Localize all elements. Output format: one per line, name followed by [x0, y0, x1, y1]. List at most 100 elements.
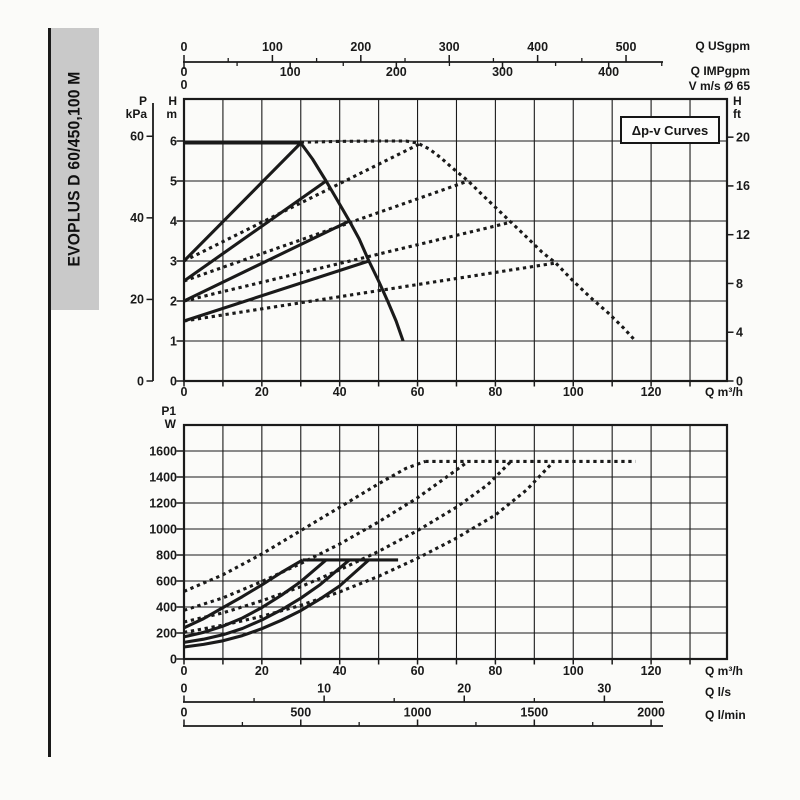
- ls-tick-label: 0: [181, 682, 188, 696]
- p1-tick-label: 800: [156, 548, 177, 562]
- x-tick-label: 40: [333, 385, 347, 399]
- impgpm-tick-label: 0: [181, 65, 188, 79]
- hm-axis: 0 1 2 3 4 5 6: [170, 134, 184, 388]
- series-dpv-3m-parallel: [183, 261, 556, 323]
- left-border-line: [48, 28, 51, 757]
- head-flow-frame: [182, 97, 729, 383]
- series-dpv-4m-single: [183, 219, 351, 303]
- gpm-ruler: 0 100 200 300 400 500 0 100 200 300 400 0: [181, 40, 663, 92]
- power-flow-frame: [182, 423, 729, 661]
- series-dpv-3m-single: [183, 259, 370, 323]
- p1-tick-label: 600: [156, 574, 177, 588]
- head-flow-x-axis: 0 20 40 60 80 100 120: [181, 381, 691, 399]
- q-m3h-bottom-label: Q m³/h: [705, 664, 743, 678]
- lmin-tick-label: 1500: [520, 706, 548, 720]
- impgpm-tick-label: 100: [280, 65, 301, 79]
- p1-tick-label: 1400: [149, 470, 177, 484]
- impgpm-tick-label: 300: [492, 65, 513, 79]
- lmin-tick-label: 0: [181, 706, 188, 720]
- impgpm-tick-label: 400: [598, 65, 619, 79]
- hm-tick-label: 6: [170, 134, 177, 148]
- usgpm-tick-label: 0: [181, 40, 188, 54]
- series-dpv-6m-single: [182, 141, 302, 263]
- hft-tick-label: 0: [736, 374, 743, 388]
- v-tick-label: 0: [181, 78, 188, 92]
- lmin-tick-label: 500: [290, 706, 311, 720]
- p1w-axis: 0 200 400 600 800 1000 1200 1400 1600: [149, 444, 184, 666]
- model-tab: EVOPLUS D 60/450,100 M: [51, 28, 99, 310]
- x-tick-label: 40: [333, 664, 347, 678]
- series-power-6m-parallel: [183, 459, 426, 593]
- usgpm-tick-label: 100: [262, 40, 283, 54]
- x-tick-label: 20: [255, 664, 269, 678]
- kpa-tick-label: 20: [130, 293, 144, 307]
- head-flow-grid: [184, 99, 727, 381]
- p1-tick-label: 1600: [149, 444, 177, 458]
- kpa-tick-label: 0: [137, 374, 144, 388]
- ls-ruler: 0 10 20 30: [181, 682, 663, 703]
- power-flow-grid: [184, 425, 727, 659]
- velocity-axis-label: V m/s Ø 65: [688, 79, 750, 93]
- series-power-3m-parallel: [183, 460, 555, 634]
- kpa-tick-label: 40: [130, 211, 144, 225]
- q-ls-label: Q l/s: [705, 685, 732, 699]
- ls-tick-label: 20: [457, 682, 471, 696]
- p1-tick-label: 0: [170, 652, 177, 666]
- series-dpv-4m-parallel: [183, 220, 512, 303]
- x-tick-label: 100: [563, 385, 584, 399]
- p1-tick-label: 400: [156, 600, 177, 614]
- hft-axis-label: H ft: [733, 94, 742, 121]
- hm-tick-label: 2: [170, 294, 177, 308]
- series-power-4m-single: [183, 558, 351, 644]
- series-power-6m-single: [183, 558, 304, 630]
- kpa-axis: 0 20 40 60: [130, 103, 154, 388]
- bottom-chart-series: [183, 459, 636, 649]
- series-power-5m-parallel: [183, 460, 470, 612]
- hm-tick-label: 4: [170, 214, 177, 228]
- x-tick-label: 120: [641, 664, 662, 678]
- usgpm-axis-label: Q USgpm: [695, 39, 750, 53]
- hm-tick-label: 3: [170, 254, 177, 268]
- usgpm-tick-label: 400: [527, 40, 548, 54]
- dpv-curves-box: Δp-v Curves: [620, 116, 720, 144]
- hft-tick-label: 8: [736, 277, 743, 291]
- usgpm-tick-label: 300: [439, 40, 460, 54]
- series-dpv-6m-parallel: [183, 141, 423, 263]
- x-tick-label: 80: [488, 385, 502, 399]
- hft-tick-label: 12: [736, 228, 750, 242]
- power-flow-x-axis: 0 20 40 60 80 100 120: [181, 659, 691, 678]
- series-power-4m-parallel: [183, 460, 513, 624]
- hft-tick-label: 4: [736, 326, 743, 340]
- series-max-speed-parallel: [300, 139, 637, 343]
- usgpm-tick-label: 200: [350, 40, 371, 54]
- x-tick-label: 120: [641, 385, 662, 399]
- lmin-tick-label: 2000: [637, 706, 665, 720]
- x-tick-label: 20: [255, 385, 269, 399]
- series-dpv-5m-parallel: [183, 179, 469, 283]
- series-power-5m-single: [183, 558, 328, 639]
- x-tick-label: 0: [181, 385, 188, 399]
- series-power-3m-single: [183, 558, 370, 649]
- hft-axis: 0 4 8 12 16 20: [727, 130, 750, 388]
- p1-tick-label: 200: [156, 626, 177, 640]
- q-m3h-top-label: Q m³/h: [705, 385, 743, 399]
- hm-tick-label: 0: [170, 374, 177, 388]
- x-tick-label: 100: [563, 664, 584, 678]
- x-tick-label: 60: [411, 664, 425, 678]
- usgpm-tick-label: 500: [616, 40, 637, 54]
- kpa-axis-label: P kPa: [125, 94, 147, 121]
- lmin-ruler: 0 500 1000 1500 2000: [181, 706, 665, 727]
- series-dpv-5m-single: [183, 179, 327, 283]
- x-tick-label: 80: [488, 664, 502, 678]
- dpv-curves-title: Δp-v Curves: [631, 122, 709, 138]
- p1w-axis-label: P1 W: [161, 404, 176, 431]
- impgpm-tick-label: 200: [386, 65, 407, 79]
- lmin-tick-label: 1000: [404, 706, 432, 720]
- ls-tick-label: 30: [597, 682, 611, 696]
- hft-tick-label: 16: [736, 179, 750, 193]
- hft-tick-label: 20: [736, 130, 750, 144]
- impgpm-axis-label: Q IMPgpm: [690, 64, 750, 78]
